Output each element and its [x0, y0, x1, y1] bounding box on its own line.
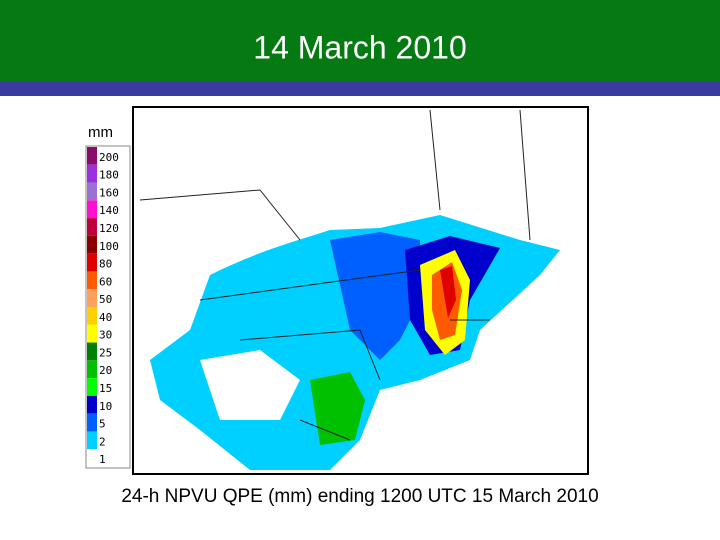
legend-swatch: [87, 164, 97, 183]
legend-label: 5: [99, 418, 106, 431]
legend-label: 60: [99, 275, 112, 288]
header-band: [0, 0, 720, 82]
legend-swatch: [87, 360, 97, 379]
legend-swatch: [87, 235, 97, 254]
legend-label: 30: [99, 329, 112, 342]
legend-label: 40: [99, 311, 112, 324]
legend-swatch: [87, 147, 97, 165]
legend-label: 100: [99, 240, 119, 253]
map: [132, 106, 589, 475]
legend-swatch: [87, 289, 97, 307]
legend-label: 140: [99, 204, 119, 217]
precip-green: [310, 372, 365, 445]
legend-swatch: [87, 413, 97, 432]
legend-swatch: [87, 431, 97, 450]
legend-swatch: [87, 253, 97, 272]
legend-swatch: [87, 218, 97, 236]
legend-label: 20: [99, 364, 112, 377]
legend-label: 120: [99, 222, 119, 235]
precip-red: [440, 266, 456, 318]
boundaries: [139, 109, 531, 441]
header-strip: [0, 82, 720, 96]
legend-label: 15: [99, 382, 112, 395]
dry-area: [200, 350, 300, 420]
legend-label: 80: [99, 258, 112, 271]
legend-unit: mm: [88, 124, 113, 141]
precip-moderate: [330, 232, 420, 360]
legend-swatch: [87, 200, 97, 219]
legend-swatch: [87, 342, 97, 361]
legend-swatch: [87, 271, 97, 290]
legend-label: 1: [99, 453, 106, 466]
legend-swatch: [87, 307, 97, 325]
legend-label: 25: [99, 346, 112, 359]
legend-swatch: [87, 324, 97, 343]
legend-label: 160: [99, 186, 119, 199]
legend: 200 180 160 140 120 100 80 60 50 40 30 25 20 15 10 5 2 1: [85, 145, 131, 469]
legend-label: 2: [99, 435, 106, 448]
legend-label: 200: [99, 151, 119, 164]
legend-swatch: [87, 182, 97, 201]
legend-swatch: [87, 449, 97, 467]
legend-label: 10: [99, 400, 112, 413]
slide-title: 14 March 2010: [253, 29, 466, 65]
legend-label: 180: [99, 169, 119, 182]
caption: 24-h NPVU QPE (mm) ending 1200 UTC 15 Ma…: [121, 486, 598, 507]
legend-label: 50: [99, 293, 112, 306]
legend-swatch: [87, 395, 97, 414]
legend-swatch: [87, 378, 97, 396]
